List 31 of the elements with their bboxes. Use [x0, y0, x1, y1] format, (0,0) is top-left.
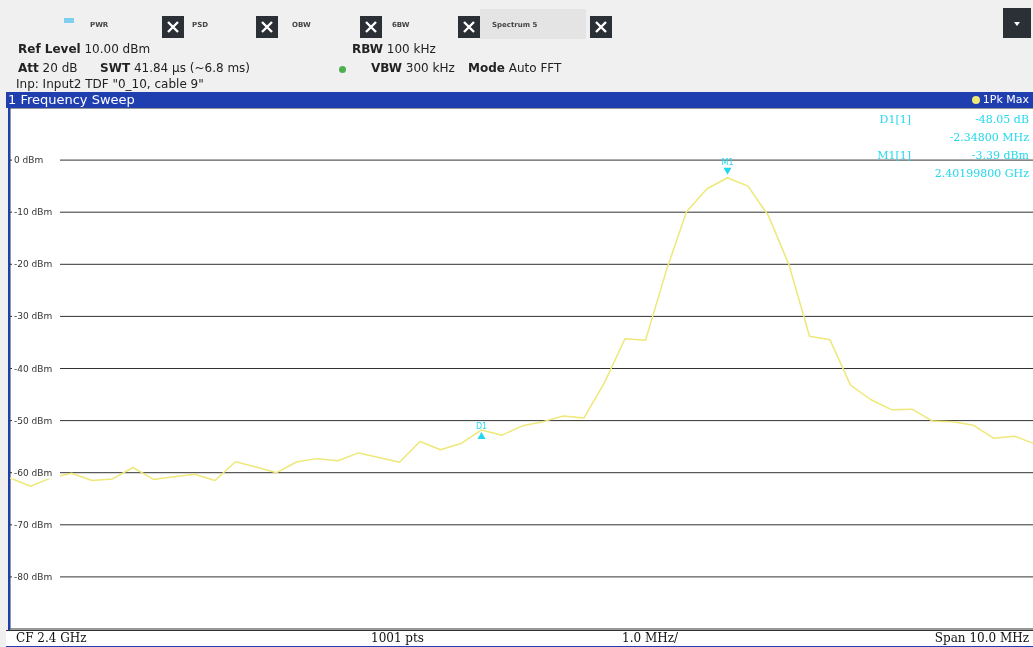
annotation: -2.34800 MHz: [949, 131, 1029, 144]
text: RBW 100 kHz: [352, 42, 436, 56]
annotation: -48.05 dB: [975, 113, 1029, 126]
y-tick-label: -20 dBm: [14, 259, 53, 270]
legend-label: 1Pk Max: [982, 93, 1029, 106]
y-tick-label: -50 dBm: [14, 415, 53, 426]
text: 1.0 MHz/: [622, 631, 679, 645]
y-tick-label: -70 dBm: [14, 519, 53, 530]
annotation: M1: [721, 157, 734, 167]
text: SWT 41.84 µs (~6.8 ms): [100, 61, 251, 75]
y-tick-label: -80 dBm: [14, 571, 53, 582]
text: Ref Level 10.00 dBm: [18, 42, 151, 56]
text: Span 10.0 MHz: [934, 631, 1029, 645]
text: 1001 pts: [371, 631, 425, 645]
text: Inp: Input2 TDF "0_10, cable 9": [16, 77, 204, 91]
y-tick-label: 0 dBm: [14, 155, 44, 166]
text: Att 20 dB: [18, 61, 78, 75]
y-tick-label: -10 dBm: [14, 207, 53, 218]
annotation: -3.39 dBm: [971, 149, 1029, 162]
text: VBW 300 kHz: [371, 61, 455, 75]
annotation: M1[1]: [877, 149, 911, 162]
annotation: D1[1]: [879, 113, 911, 126]
annotation: 2.40199800 GHz: [934, 167, 1029, 180]
text: Mode Auto FFT: [468, 61, 562, 75]
y-tick-label: -40 dBm: [14, 363, 53, 374]
y-tick-label: -60 dBm: [14, 467, 53, 478]
line-series: [10, 177, 1033, 487]
chart-title: 1 Frequency Sweep: [8, 92, 135, 107]
annotation: D1: [475, 422, 488, 432]
y-tick-label: -30 dBm: [14, 311, 53, 322]
text: CF 2.4 GHz: [16, 631, 87, 645]
